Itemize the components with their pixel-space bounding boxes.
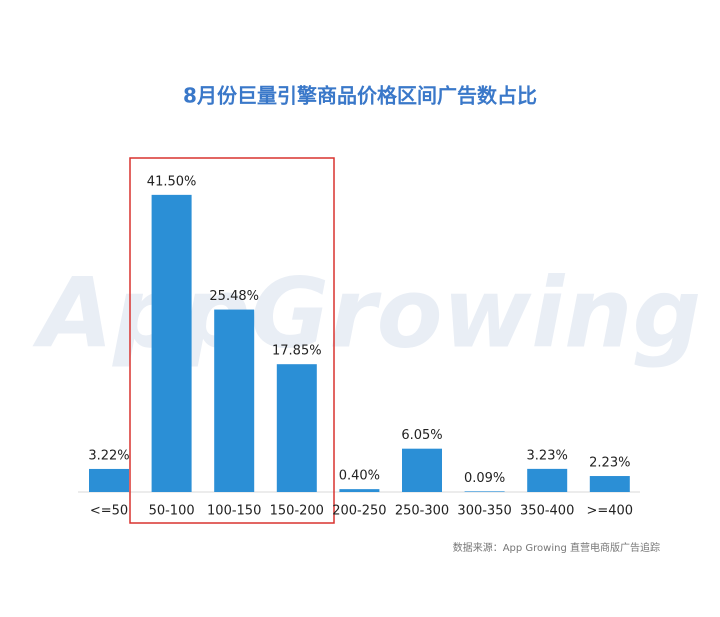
- x-tick-label: 250-300: [395, 504, 449, 519]
- bar: [527, 468, 568, 492]
- x-tick-label: 200-250: [332, 504, 386, 519]
- x-tick-label: 350-400: [520, 504, 574, 519]
- x-tick-label: >=400: [586, 504, 633, 519]
- bar: [151, 194, 192, 493]
- watermark: AppGrowing: [32, 257, 701, 369]
- x-tick-label: 300-350: [457, 504, 511, 519]
- bar: [402, 448, 442, 492]
- value-label: 3.23%: [527, 448, 568, 463]
- value-label: 3.22%: [88, 448, 129, 463]
- value-label: 0.40%: [339, 469, 380, 484]
- bar: [339, 489, 380, 492]
- bar: [464, 491, 505, 492]
- value-label: 41.50%: [147, 174, 197, 189]
- x-tick-label: 100-150: [207, 504, 261, 519]
- value-label: 6.05%: [401, 428, 442, 443]
- value-label: 17.85%: [272, 344, 322, 359]
- bar: [89, 468, 129, 492]
- highlight-box: [129, 157, 335, 524]
- value-label: 0.09%: [464, 471, 505, 486]
- source-note: 数据来源：App Growing 直营电商版广告追踪: [453, 541, 660, 554]
- value-label: 2.23%: [589, 456, 630, 471]
- bar: [589, 476, 630, 492]
- value-label: 25.48%: [209, 289, 259, 304]
- x-tick-label: 150-200: [270, 504, 324, 519]
- x-tick-label: 50-100: [149, 504, 195, 519]
- bar: [214, 309, 255, 492]
- chart-title: 8月份巨量引擎商品价格区间广告数占比: [183, 84, 537, 108]
- bar: [276, 364, 317, 492]
- x-tick-label: <=50: [90, 504, 128, 519]
